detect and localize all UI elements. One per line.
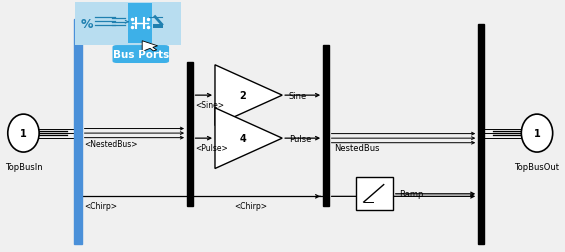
Text: 1: 1 bbox=[20, 129, 27, 139]
Text: <Pulse>: <Pulse> bbox=[195, 144, 228, 153]
Ellipse shape bbox=[8, 115, 39, 152]
Text: Ramp: Ramp bbox=[399, 190, 424, 199]
Text: NestedBus: NestedBus bbox=[334, 144, 380, 153]
Bar bbox=[478, 25, 484, 244]
Text: TopBusOut: TopBusOut bbox=[515, 163, 559, 172]
Polygon shape bbox=[215, 66, 282, 126]
Bar bbox=[357, 178, 393, 210]
Text: 4: 4 bbox=[240, 134, 246, 144]
Text: Bus Ports: Bus Ports bbox=[112, 50, 169, 60]
Text: Sine: Sine bbox=[289, 91, 307, 100]
Text: 2: 2 bbox=[240, 91, 246, 101]
Bar bbox=[75, 3, 181, 45]
Text: <NestedBus>: <NestedBus> bbox=[85, 140, 138, 149]
Text: Pulse: Pulse bbox=[289, 134, 311, 143]
Bar bbox=[74, 20, 82, 244]
Polygon shape bbox=[142, 42, 158, 52]
Text: %: % bbox=[81, 17, 94, 30]
Bar bbox=[187, 63, 193, 207]
Text: 1: 1 bbox=[533, 129, 540, 139]
Text: <Chirp>: <Chirp> bbox=[85, 202, 118, 211]
Text: <Chirp>: <Chirp> bbox=[234, 202, 268, 211]
Polygon shape bbox=[215, 108, 282, 169]
FancyBboxPatch shape bbox=[112, 46, 169, 64]
Bar bbox=[153, 25, 163, 29]
Bar bbox=[323, 45, 329, 207]
Ellipse shape bbox=[521, 115, 553, 152]
Bar bbox=[128, 4, 152, 44]
Text: <Sine>: <Sine> bbox=[195, 101, 224, 110]
Text: TopBusIn: TopBusIn bbox=[5, 163, 42, 172]
